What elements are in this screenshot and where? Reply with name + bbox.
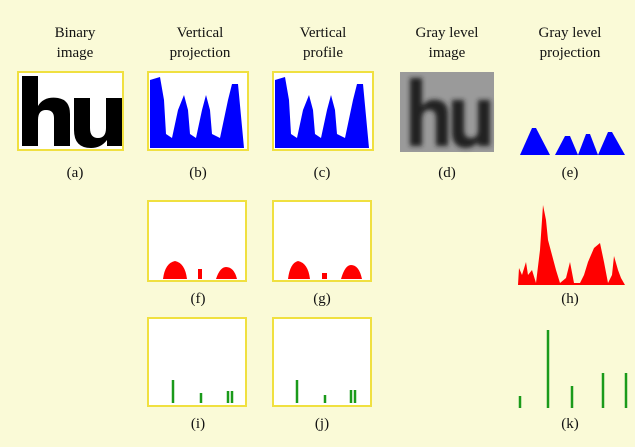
gray-image [400, 72, 494, 152]
figure: Binary image Vertical projection Vertica… [0, 0, 635, 447]
header-line: projection [170, 45, 231, 61]
header-line: Gray level [539, 25, 602, 41]
vertical-profile [273, 72, 373, 150]
header-line: projection [540, 45, 601, 61]
panel-frame [273, 318, 371, 406]
header-line: Gray level [416, 25, 479, 41]
panel-label: (h) [561, 291, 579, 307]
vertical-projection [148, 72, 248, 150]
panel-label: (b) [189, 165, 207, 181]
header-line: profile [303, 45, 343, 61]
panel-label: (d) [438, 165, 456, 181]
panel-label: (k) [561, 416, 579, 432]
vertical-projection-red [148, 201, 246, 281]
panel-label: (f) [191, 291, 206, 307]
panel-label: (i) [191, 416, 205, 432]
vertical-profile-red [273, 201, 371, 281]
header-line: Vertical [177, 25, 224, 41]
peaks-green [148, 318, 246, 406]
panel-label: (g) [313, 291, 331, 307]
panel-label: (j) [315, 416, 329, 432]
header-line: Binary [55, 25, 96, 41]
binary-image [18, 72, 123, 150]
panel-label: (c) [314, 165, 331, 181]
panel-label: (a) [67, 165, 84, 181]
header-line: image [429, 45, 466, 61]
peaks-green [273, 318, 371, 406]
header-line: image [57, 45, 94, 61]
header-line: Vertical [300, 25, 347, 41]
panel-label: (e) [562, 165, 579, 181]
